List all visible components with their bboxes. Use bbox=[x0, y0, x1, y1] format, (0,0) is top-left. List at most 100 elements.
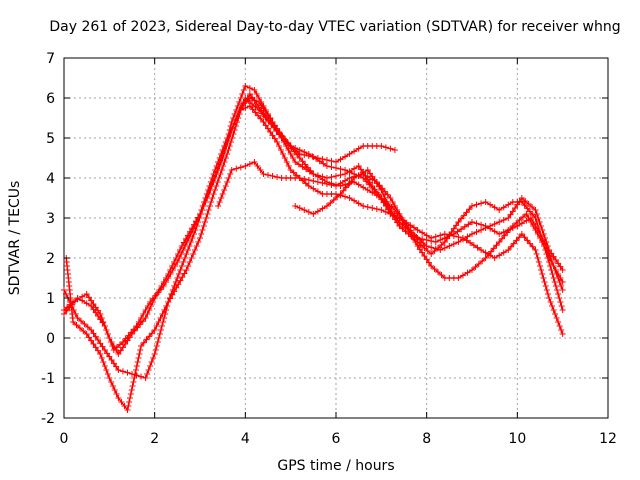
data-point-marker bbox=[423, 232, 430, 239]
data-point-marker bbox=[334, 194, 341, 200]
data-point-marker bbox=[544, 291, 551, 297]
data-point-marker bbox=[186, 259, 193, 265]
x-tick-label: 0 bbox=[60, 431, 69, 447]
data-point-marker bbox=[127, 391, 134, 397]
data-point-marker bbox=[228, 167, 235, 173]
data-point-marker bbox=[373, 192, 380, 199]
data-point-marker bbox=[225, 175, 232, 181]
series-line bbox=[63, 85, 564, 379]
data-point-marker bbox=[177, 277, 184, 284]
data-point-marker bbox=[403, 223, 410, 229]
data-point-marker bbox=[351, 165, 358, 172]
data-point-marker bbox=[115, 351, 122, 357]
data-point-marker bbox=[242, 105, 249, 111]
data-point-marker bbox=[396, 223, 403, 229]
data-point-marker bbox=[239, 91, 246, 97]
data-point-marker bbox=[319, 180, 326, 186]
data-point-marker bbox=[530, 223, 537, 229]
data-point-marker bbox=[378, 187, 385, 193]
data-point-marker bbox=[227, 131, 234, 137]
data-point-marker bbox=[333, 173, 339, 179]
data-point-marker bbox=[548, 259, 555, 265]
data-point-marker bbox=[555, 291, 562, 297]
data-point-marker bbox=[177, 267, 184, 273]
data-point-marker bbox=[328, 174, 335, 180]
data-point-marker bbox=[305, 183, 312, 189]
data-point-marker bbox=[161, 307, 168, 313]
data-point-marker bbox=[507, 243, 514, 250]
data-point-marker bbox=[314, 179, 321, 185]
data-point-marker bbox=[541, 279, 548, 285]
data-point-marker bbox=[441, 239, 448, 245]
data-point-marker bbox=[296, 155, 303, 161]
data-point-marker bbox=[398, 215, 405, 221]
data-point-marker bbox=[140, 339, 147, 346]
data-point-marker bbox=[535, 259, 542, 265]
data-point-marker bbox=[92, 309, 99, 316]
data-point-marker bbox=[167, 295, 174, 302]
data-point-marker bbox=[157, 327, 164, 333]
data-point-marker bbox=[557, 275, 564, 281]
data-point-marker bbox=[552, 267, 559, 273]
data-point-marker bbox=[496, 239, 503, 245]
data-point-marker bbox=[501, 232, 508, 239]
data-point-marker bbox=[274, 139, 281, 145]
data-point-marker bbox=[142, 307, 149, 313]
data-point-marker bbox=[205, 207, 212, 213]
data-point-marker bbox=[88, 303, 95, 309]
data-point-marker bbox=[333, 159, 339, 165]
data-point-marker bbox=[85, 294, 92, 301]
data-point-marker bbox=[101, 363, 108, 369]
data-point-marker bbox=[215, 203, 222, 209]
data-point-marker bbox=[416, 246, 423, 253]
data-point-marker bbox=[524, 237, 531, 244]
data-point-marker bbox=[458, 226, 465, 233]
data-point-marker bbox=[488, 248, 495, 255]
data-point-marker bbox=[185, 263, 192, 269]
data-point-marker bbox=[461, 223, 468, 230]
data-point-marker bbox=[437, 247, 444, 253]
data-point-marker bbox=[222, 147, 229, 153]
data-point-marker bbox=[195, 239, 202, 245]
data-point-marker bbox=[174, 275, 181, 281]
grid-lines bbox=[64, 58, 608, 418]
data-point-marker bbox=[369, 189, 376, 196]
data-point-marker bbox=[104, 331, 111, 337]
data-point-marker bbox=[155, 319, 162, 325]
data-point-marker bbox=[328, 158, 335, 164]
data-point-marker bbox=[101, 347, 108, 353]
data-point-marker bbox=[482, 255, 489, 261]
data-point-marker bbox=[139, 318, 146, 325]
data-point-marker bbox=[200, 203, 207, 209]
data-point-marker bbox=[371, 186, 378, 193]
data-point-marker bbox=[134, 359, 141, 365]
data-point-marker bbox=[63, 307, 70, 314]
data-point-marker bbox=[527, 240, 534, 247]
data-point-marker bbox=[500, 204, 507, 211]
data-point-marker bbox=[490, 245, 497, 252]
data-point-marker bbox=[555, 319, 562, 325]
data-point-marker bbox=[267, 115, 274, 122]
data-point-marker bbox=[173, 284, 180, 291]
data-point-marker bbox=[301, 176, 308, 182]
data-point-marker bbox=[378, 143, 385, 149]
data-point-marker bbox=[529, 204, 536, 210]
data-point-marker bbox=[178, 251, 185, 257]
data-point-marker bbox=[540, 275, 547, 281]
data-point-marker bbox=[171, 288, 178, 295]
data-point-marker bbox=[364, 187, 371, 193]
data-point-marker bbox=[157, 315, 164, 321]
data-point-marker bbox=[437, 232, 444, 239]
data-point-marker bbox=[246, 161, 253, 167]
data-point-marker bbox=[557, 263, 564, 270]
data-point-marker bbox=[106, 375, 113, 381]
data-point-marker bbox=[507, 211, 514, 218]
data-point-marker bbox=[204, 191, 211, 197]
data-point-marker bbox=[367, 179, 373, 186]
x-axis-label: GPS time / hours bbox=[277, 458, 394, 474]
data-point-marker bbox=[539, 271, 546, 277]
data-point-marker bbox=[518, 195, 525, 201]
data-point-marker bbox=[428, 244, 435, 251]
data-point-marker bbox=[446, 232, 453, 238]
data-point-marker bbox=[276, 143, 283, 149]
